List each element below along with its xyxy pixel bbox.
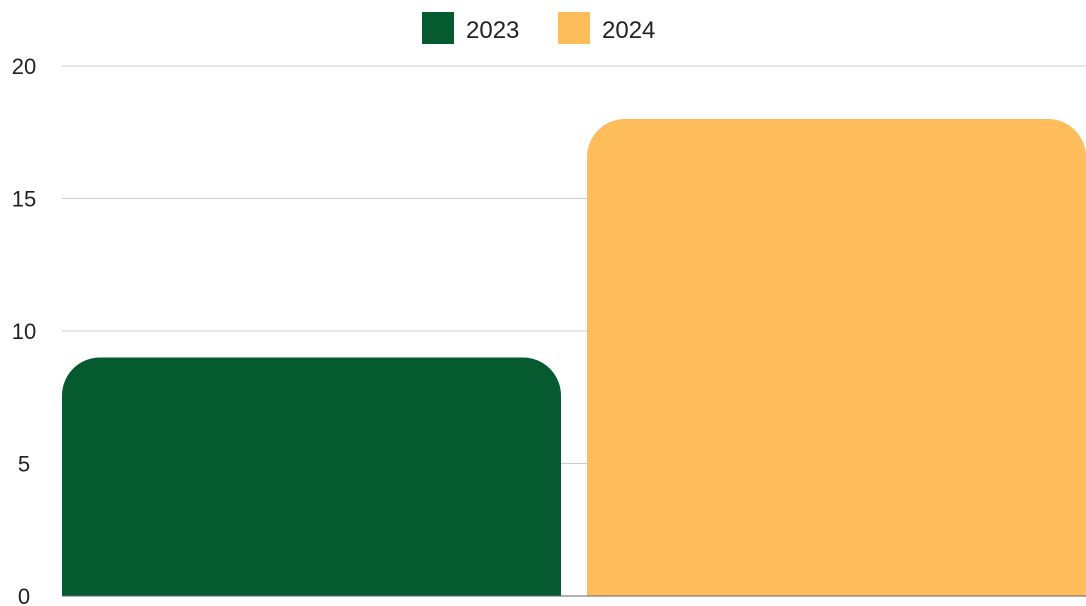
y-tick-label-0: 0 [18, 584, 30, 606]
y-tick-label-10: 10 [12, 319, 36, 344]
legend: 2023 2024 [422, 12, 655, 44]
legend-swatch-2024 [558, 12, 590, 44]
y-axis-tick-labels: 0 5 10 15 20 [12, 54, 36, 606]
y-tick-label-20: 20 [12, 54, 36, 79]
bar-2024 [587, 119, 1086, 596]
bar-2023 [62, 357, 561, 596]
y-tick-label-15: 15 [12, 187, 36, 212]
y-tick-label-5: 5 [18, 452, 30, 477]
legend-swatch-2023 [422, 12, 454, 44]
legend-label-2023: 2023 [466, 17, 519, 44]
bars [62, 119, 1086, 596]
legend-label-2024: 2024 [602, 17, 655, 44]
